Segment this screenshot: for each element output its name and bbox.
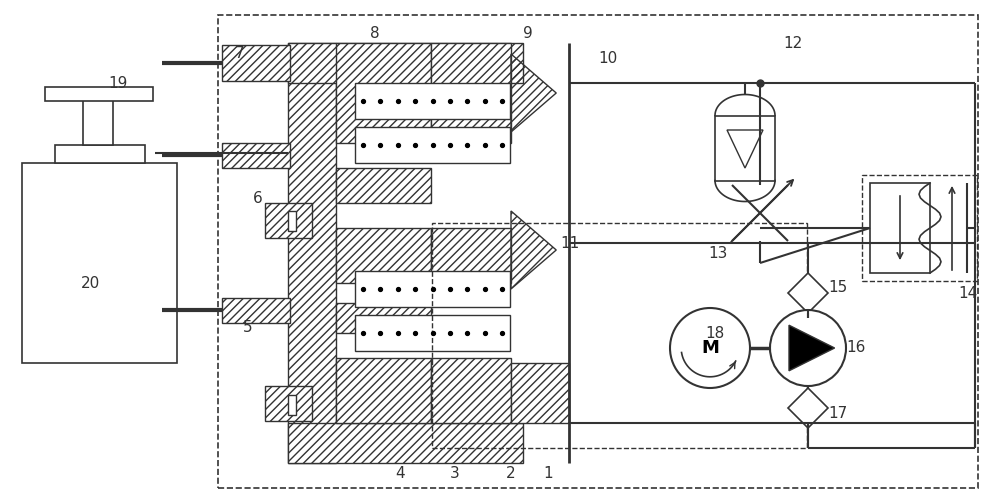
Text: 3: 3: [450, 465, 460, 480]
Text: 16: 16: [846, 341, 866, 356]
Bar: [288, 43, 336, 463]
Bar: [355, 315, 510, 351]
Polygon shape: [788, 273, 828, 313]
Bar: [222, 45, 290, 81]
Text: 7: 7: [235, 45, 245, 60]
Text: 19: 19: [108, 75, 128, 91]
Bar: [336, 168, 431, 203]
Bar: [45, 87, 153, 101]
Bar: [288, 43, 523, 83]
Bar: [336, 358, 431, 423]
Polygon shape: [788, 388, 828, 428]
Bar: [288, 423, 523, 463]
Bar: [265, 203, 312, 238]
Text: 6: 6: [253, 191, 263, 206]
Text: 4: 4: [395, 465, 405, 480]
Bar: [431, 228, 511, 283]
Bar: [22, 163, 177, 363]
Bar: [336, 43, 431, 143]
Text: 2: 2: [506, 465, 516, 480]
Bar: [355, 271, 510, 307]
Bar: [431, 43, 511, 143]
Bar: [511, 363, 569, 423]
Text: M: M: [701, 339, 719, 357]
Bar: [431, 358, 511, 423]
Bar: [355, 127, 510, 163]
Bar: [55, 145, 145, 163]
Bar: [288, 395, 296, 415]
Bar: [83, 100, 113, 145]
Bar: [336, 228, 431, 283]
Polygon shape: [789, 325, 835, 371]
Text: 8: 8: [370, 26, 380, 41]
Bar: [218, 15, 978, 488]
Bar: [265, 386, 312, 421]
Text: 11: 11: [560, 235, 580, 250]
Text: 1: 1: [543, 465, 553, 480]
Circle shape: [770, 310, 846, 386]
Bar: [432, 223, 807, 448]
Bar: [715, 116, 775, 181]
Text: 18: 18: [705, 325, 725, 341]
Bar: [288, 211, 296, 231]
Bar: [862, 175, 977, 281]
Text: 10: 10: [598, 50, 618, 65]
Text: 15: 15: [828, 281, 848, 295]
Circle shape: [670, 308, 750, 388]
Bar: [870, 183, 930, 273]
Text: 12: 12: [783, 36, 803, 50]
Bar: [355, 83, 510, 119]
Text: 20: 20: [80, 276, 100, 291]
Text: 17: 17: [828, 405, 848, 421]
Text: 5: 5: [243, 320, 253, 336]
Text: 14: 14: [958, 286, 978, 300]
Bar: [336, 303, 431, 333]
Text: 13: 13: [708, 245, 728, 261]
Text: 9: 9: [523, 26, 533, 41]
Bar: [222, 143, 290, 168]
Bar: [222, 298, 290, 323]
